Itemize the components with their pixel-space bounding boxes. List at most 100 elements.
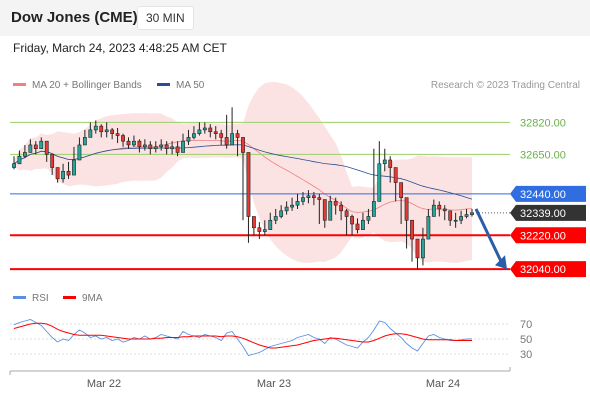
candle-body [99,125,104,133]
candle-body [137,140,142,148]
candle-body [290,204,294,208]
candle-body [12,163,16,168]
candle-body [339,204,344,212]
x-tick-label: Mar 24 [426,378,460,390]
candle-body [110,129,115,134]
candle-body [470,212,474,215]
candle-body [448,210,453,221]
rsi-swatch [13,295,26,299]
candle-body [28,144,33,153]
candle-body [344,210,349,217]
candle-body [273,216,278,221]
legend-9ma: 9MA [63,293,103,304]
rsi-tick-label: 70 [520,319,532,331]
candle-body [77,144,82,161]
candle-body [202,127,207,131]
candle-body [230,133,234,146]
legend-ma50-label: MA 50 [176,80,205,91]
candle-body [159,144,164,148]
level-label-resistance: 32650.00 [520,149,566,161]
header-bar: Dow Jones (CME) 30 MIN [0,0,590,36]
candle-body [404,197,409,221]
level-label-pivot: 32440.00 [520,189,566,201]
candle-body [82,137,87,146]
level-label-last: 32339.00 [520,208,566,220]
candle-body [284,206,289,212]
candle-body [437,204,442,210]
candle-body [132,140,136,146]
candle-body [93,125,98,131]
candle-body [415,238,420,259]
candle-body [39,140,44,150]
candle-body [426,216,431,240]
level-tag-pivot [510,185,586,202]
candle-body [393,167,398,183]
forecast-arrow-shaft [474,208,503,262]
copyright: Research © 2023 Trading Central [430,80,580,91]
rsi-ma-line [13,322,472,349]
candles [12,107,474,270]
candle-body [317,197,322,200]
candle-body [295,201,300,206]
candle-body [241,137,245,153]
rsi-line [13,319,472,357]
candle-body [104,129,109,133]
candle-body [410,219,414,240]
level-label-resistance: 32820.00 [520,117,566,129]
candle-body [186,137,191,142]
candle-body [459,216,463,221]
level-label-support: 32220.00 [520,230,566,242]
legend-rsi: RSI [13,293,49,304]
candle-body [268,219,273,230]
candle-body [350,216,354,225]
x-tick-label: Mar 22 [87,378,121,390]
level-label-support: 32040.00 [520,264,566,276]
bollinger-swatch [13,82,26,86]
candle-body [262,229,267,232]
candle-body [252,216,256,229]
candle-body [181,140,185,153]
candle-body [453,219,458,222]
candle-body [197,129,202,134]
candle-body [192,133,196,138]
legend-bollinger-label: MA 20 + Bollinger Bands [32,80,142,91]
ma50-swatch [157,82,170,86]
candle-body [246,152,251,217]
candle-body [235,133,240,138]
candle-body [366,216,371,221]
candle-body [66,170,71,176]
bollinger-band [14,82,472,263]
candle-body [219,133,224,138]
rsi-ma-swatch [63,295,76,299]
candle-body [399,182,404,198]
candle-body [328,201,333,221]
candle-body [431,204,436,217]
candle-body [224,137,229,146]
candle-body [126,140,131,146]
legend-bollinger: MA 20 + Bollinger Bands [13,80,142,91]
candle-body [175,146,180,153]
candle-body [208,127,213,133]
candle-body [257,227,262,232]
instrument-title: Dow Jones (CME) [11,9,138,26]
candle-body [382,159,387,165]
x-tick-label: Mar 23 [257,378,291,390]
candle-body [355,223,360,230]
candle-body [55,167,60,180]
candle-body [121,135,125,142]
candle-body [333,201,338,206]
candle-body [164,144,169,150]
candle-body [23,152,27,157]
timeframe-button[interactable]: 30 MIN [137,6,194,30]
level-tag-last [510,204,586,221]
timestamp: Friday, March 24, 2023 4:48:25 AM CET [13,41,227,55]
legend-ma50: MA 50 [157,80,204,91]
forecast-arrow-head [495,255,507,270]
candle-body [148,144,153,150]
legend-9ma-label: 9MA [82,293,103,304]
candle-body [311,195,316,198]
candle-body [115,133,120,136]
candle-body [361,219,365,230]
candle-body [88,129,93,138]
